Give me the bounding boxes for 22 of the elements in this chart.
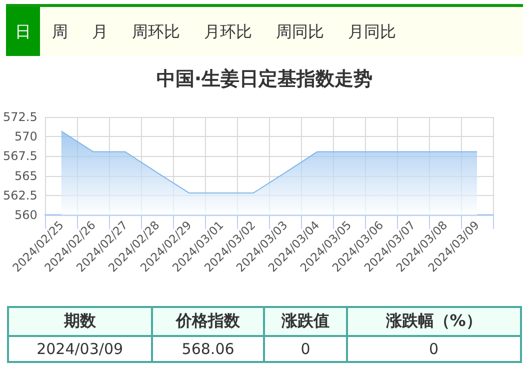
y-tick-label: 567.5 [2, 149, 38, 164]
text: 期数 [8, 307, 152, 336]
text: 涨跌幅（%） [346, 307, 521, 336]
text: 0 [264, 336, 347, 362]
y-tick-label: 572.5 [2, 110, 38, 124]
y-tick-label: 570 [14, 130, 38, 144]
text: 周同比 [275, 21, 325, 43]
y-tick-label: 565 [14, 168, 38, 183]
text: 月 [91, 21, 109, 43]
chart-title: 中国·生姜日定基指数走势 [155, 67, 374, 92]
y-tick-label: 560 [14, 208, 38, 222]
text: 周 [51, 21, 69, 43]
text: 月环比 [203, 21, 253, 43]
text: 0 [346, 336, 521, 362]
text: 涨跌值 [264, 307, 347, 336]
y-tick-label: 562.5 [2, 188, 38, 202]
text: 月同比 [347, 21, 397, 43]
text: 周环比 [131, 21, 181, 43]
text: 日 [6, 7, 40, 56]
text: 价格指数 [152, 307, 264, 336]
text: 2024/03/09 [8, 336, 152, 362]
text: 568.06 [152, 336, 264, 362]
